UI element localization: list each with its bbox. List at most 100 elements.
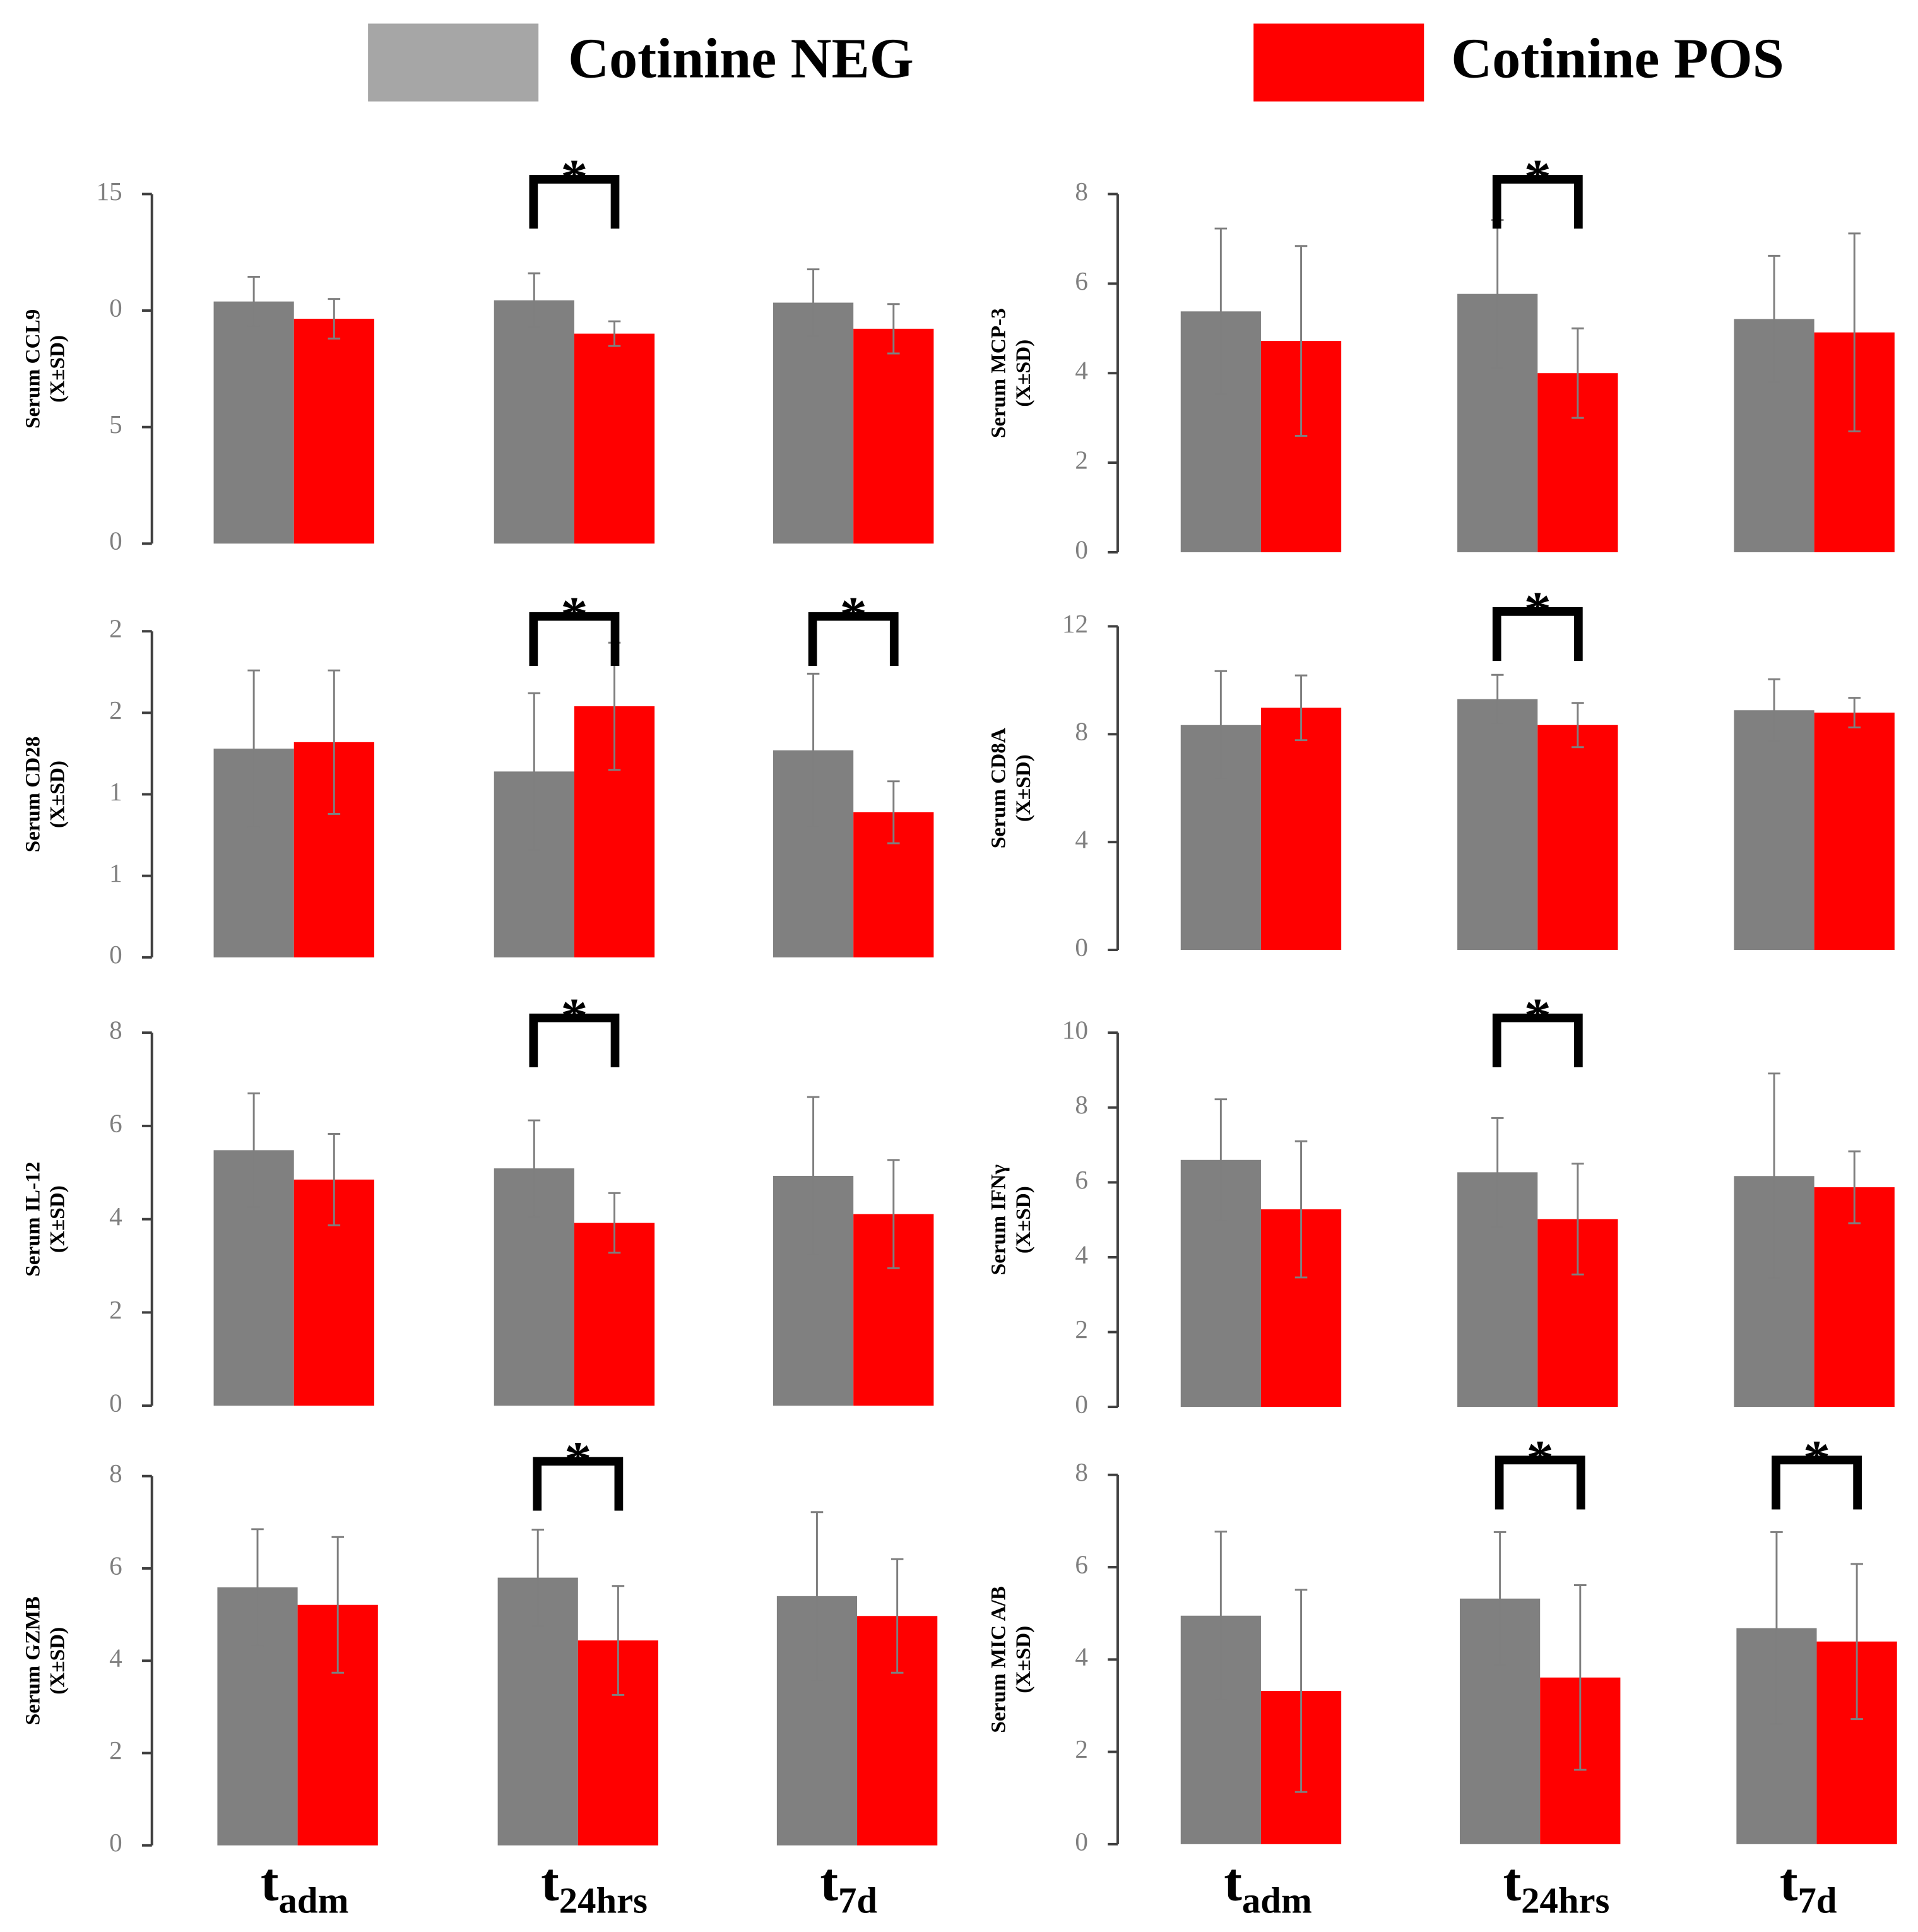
error-bar xyxy=(807,1096,820,1256)
error-bar xyxy=(1848,232,1861,432)
y-tick-label: 4 xyxy=(1075,1240,1088,1269)
y-tick-label: 0 xyxy=(1075,932,1088,961)
error-bar xyxy=(1768,254,1780,383)
y-axis-label: Serum GZMB xyxy=(21,1596,44,1725)
y-tick-label: 5 xyxy=(109,410,122,439)
significance-bracket xyxy=(529,1013,620,1067)
y-axis-label: Serum IL-12 xyxy=(21,1162,44,1277)
y-axis-label: (X±SD) xyxy=(1012,340,1035,407)
significance-label: * xyxy=(1524,580,1551,641)
significance-bracket xyxy=(529,612,620,666)
significance-label: * xyxy=(560,585,588,646)
x-tick-sub: adm xyxy=(279,1880,349,1921)
error-bar xyxy=(247,669,260,828)
significance-label: * xyxy=(1524,148,1551,209)
y-axis-label: Serum CD28 xyxy=(21,737,44,853)
bar xyxy=(494,300,574,544)
x-tick-base: t xyxy=(1224,1851,1242,1912)
y-tick-label: 4 xyxy=(1075,825,1088,854)
error-bar xyxy=(1294,674,1308,742)
x-tick-sub: 24hrs xyxy=(1521,1880,1609,1921)
significance-bracket xyxy=(529,175,620,229)
error-bar xyxy=(251,1528,264,1647)
y-tick-label: 1 xyxy=(109,858,122,887)
bar xyxy=(1734,710,1814,951)
y-tick-label: 2 xyxy=(109,696,122,725)
error-bar xyxy=(1850,1563,1863,1721)
bar xyxy=(773,302,854,544)
y-tick-label: 4 xyxy=(109,1644,122,1673)
y-axis-label: (X±SD) xyxy=(1012,1186,1035,1253)
y-tick-label: 0 xyxy=(109,293,122,322)
error-bar xyxy=(328,1133,341,1226)
error-bar xyxy=(531,1529,544,1627)
y-tick-label: 1 xyxy=(109,777,122,806)
error-bar xyxy=(807,268,820,337)
x-tick-label: t7d xyxy=(820,1851,877,1921)
bar xyxy=(1457,699,1538,951)
error-bar xyxy=(328,298,341,340)
y-axis-label: Serum CCL9 xyxy=(21,309,44,429)
significance-bracket xyxy=(533,1457,624,1511)
y-axis-label: Serum MIC A/B xyxy=(987,1586,1010,1733)
error-bar xyxy=(328,669,341,815)
error-bar xyxy=(1294,1589,1308,1793)
y-axis-label: (X±SD) xyxy=(1012,1626,1035,1693)
y-axis-label: (X±SD) xyxy=(1012,754,1035,822)
x-tick-sub: 7d xyxy=(1798,1880,1837,1921)
error-bar xyxy=(1294,245,1308,437)
x-tick-sub: 24hrs xyxy=(559,1880,648,1921)
error-bar xyxy=(247,276,260,328)
legend-label: Cotinine POS xyxy=(1451,28,1784,90)
y-tick-label: 8 xyxy=(109,1459,122,1488)
y-tick-label: 2 xyxy=(1075,1315,1088,1344)
y-axis-label: Serum MCP-3 xyxy=(987,308,1010,438)
y-tick-label: 15 xyxy=(97,177,122,206)
y-tick-label: 4 xyxy=(1075,1642,1088,1671)
error-bar xyxy=(608,1192,621,1254)
error-bar xyxy=(887,780,900,845)
y-tick-label: 8 xyxy=(1075,177,1088,206)
y-tick-label: 0 xyxy=(1075,1390,1088,1419)
y-tick-label: 8 xyxy=(1075,1457,1088,1486)
error-bar xyxy=(1768,678,1780,742)
error-bar xyxy=(1574,1584,1587,1771)
error-bar xyxy=(1848,697,1861,729)
y-tick-label: 6 xyxy=(109,1551,122,1580)
x-tick-base: t xyxy=(820,1851,838,1912)
x-tick-sub: 7d xyxy=(838,1880,877,1921)
error-bar xyxy=(1294,1140,1308,1279)
legend-swatch xyxy=(1253,23,1424,102)
bar xyxy=(1260,708,1342,951)
significance-label: * xyxy=(560,148,588,209)
y-tick-label: 8 xyxy=(1075,717,1088,746)
error-bar xyxy=(1572,1163,1584,1276)
significance-bracket xyxy=(1772,1455,1862,1510)
x-tick-base: t xyxy=(261,1851,279,1912)
error-bar xyxy=(331,1536,344,1674)
y-tick-label: 2 xyxy=(1075,1734,1088,1763)
x-tick-label: t24hrs xyxy=(1503,1851,1609,1921)
y-tick-label: 10 xyxy=(1062,1016,1088,1045)
y-tick-label: 6 xyxy=(1075,1165,1088,1194)
significance-bracket xyxy=(1492,175,1583,229)
x-tick-sub: adm xyxy=(1242,1880,1312,1921)
x-tick-label: tadm xyxy=(1224,1851,1312,1921)
error-bar xyxy=(1214,1531,1228,1701)
x-tick-base: t xyxy=(1503,1851,1521,1912)
significance-bracket xyxy=(808,612,899,666)
y-tick-label: 0 xyxy=(1075,535,1088,564)
bar xyxy=(574,333,655,544)
error-bar xyxy=(608,320,621,347)
significance-label: * xyxy=(564,1430,591,1491)
significance-label: * xyxy=(1524,987,1551,1047)
y-axis-label: Serum IFNγ xyxy=(987,1165,1010,1276)
legend-swatch xyxy=(368,23,539,102)
error-bar xyxy=(1214,227,1228,396)
y-tick-label: 0 xyxy=(109,1389,122,1418)
bar xyxy=(1814,713,1895,951)
y-tick-label: 6 xyxy=(1075,1550,1088,1579)
y-tick-label: 8 xyxy=(1075,1090,1088,1119)
x-tick-label: tadm xyxy=(261,1851,349,1921)
error-bar xyxy=(1491,673,1504,725)
